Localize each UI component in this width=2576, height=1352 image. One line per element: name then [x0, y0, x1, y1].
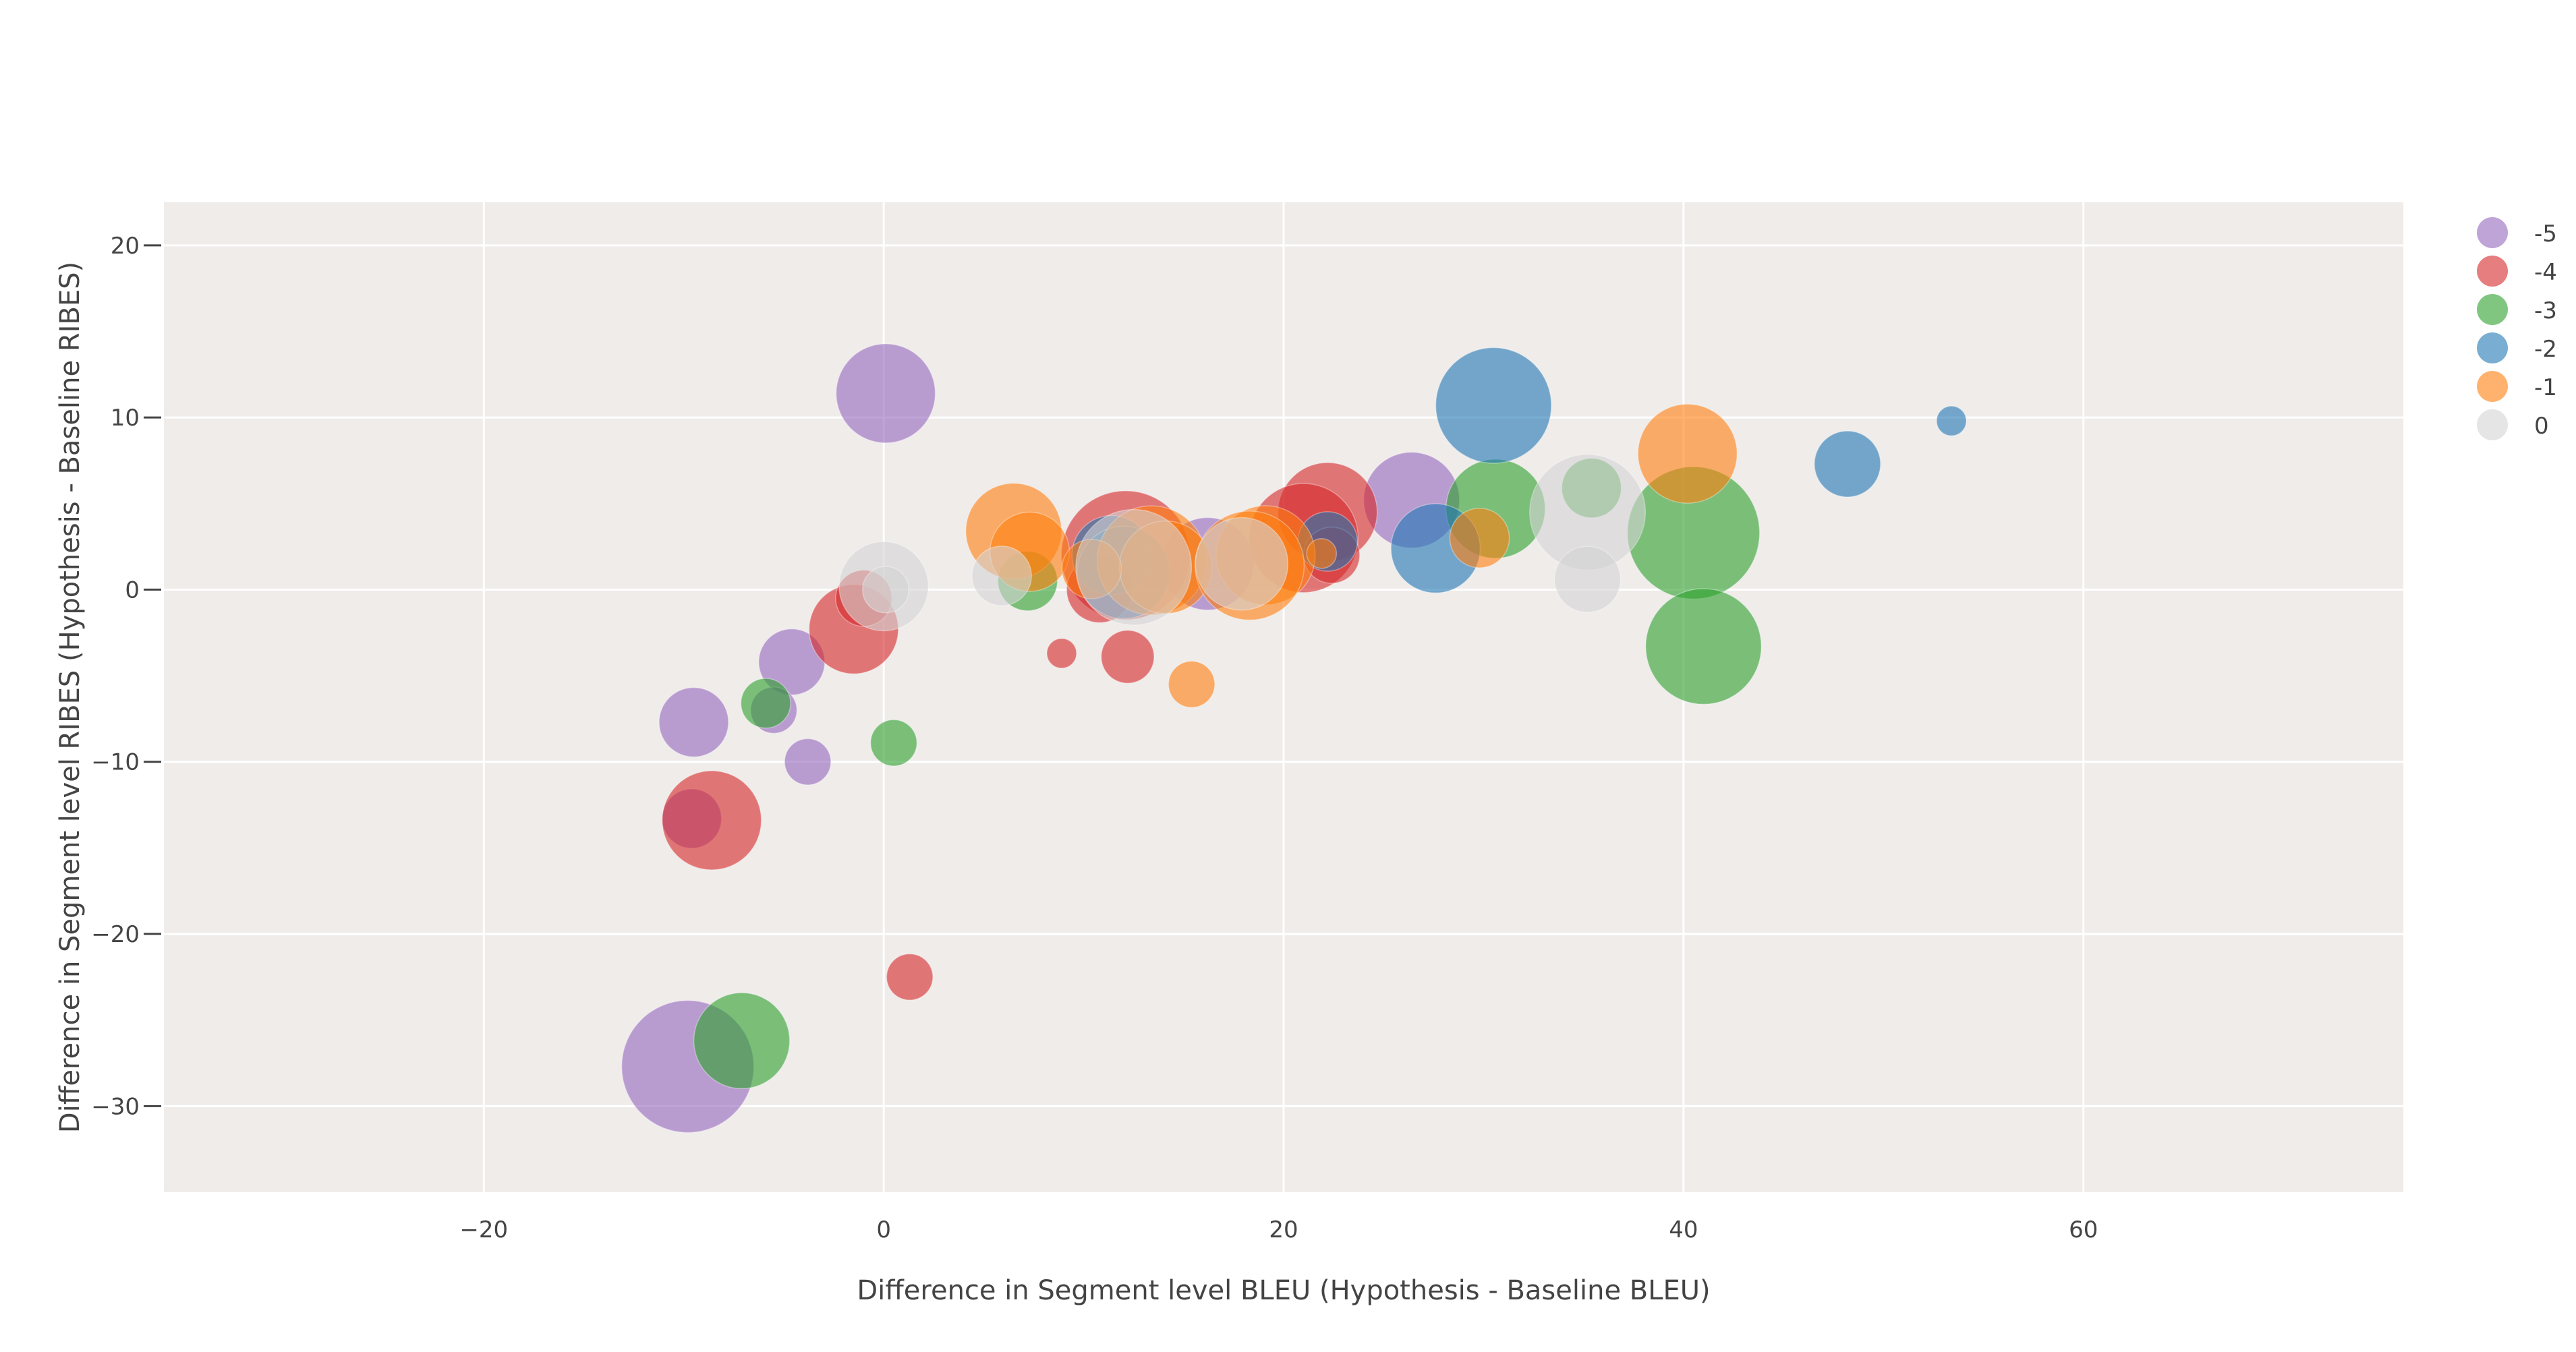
y-tick-label: 20: [111, 233, 140, 260]
y-tick-label: 0: [125, 577, 140, 604]
y-tick-label: −20: [91, 921, 140, 948]
x-tick-label: 40: [1669, 1216, 1698, 1243]
legend-item[interactable]: -1: [2477, 371, 2557, 402]
legend-label: -4: [2534, 259, 2557, 286]
legend-label: -3: [2534, 297, 2557, 324]
bubble-point[interactable]: [971, 546, 1032, 606]
legend-item[interactable]: -3: [2477, 294, 2557, 325]
legend-swatch: [2477, 294, 2508, 325]
y-tick-label: −10: [91, 749, 140, 776]
legend-label: -1: [2534, 374, 2557, 401]
bubble-point[interactable]: [1168, 660, 1215, 708]
bubble-point[interactable]: [661, 770, 762, 871]
legend-swatch: [2477, 371, 2508, 402]
bubble-point[interactable]: [886, 953, 934, 1001]
x-tick-label: 60: [2069, 1216, 2098, 1243]
axis-ticks: −20 0 20 40 60 −30 −20 −10 0 10 20: [91, 233, 2098, 1243]
bubble-point[interactable]: [1645, 588, 1762, 705]
series-0: [838, 454, 1647, 632]
legend-swatch: [2477, 332, 2508, 363]
legend-label: -2: [2534, 336, 2557, 363]
legend: -5 -4 -3 -2 -1 0: [2477, 217, 2557, 440]
legend-item[interactable]: -2: [2477, 332, 2557, 363]
bubble-point[interactable]: [784, 738, 832, 786]
bubble-point[interactable]: [1046, 638, 1077, 669]
x-tick-label: 20: [1269, 1216, 1298, 1243]
bubble-point[interactable]: [1637, 403, 1738, 504]
legend-label: 0: [2534, 413, 2549, 440]
legend-item[interactable]: 0: [2477, 409, 2549, 440]
x-tick-label: −20: [459, 1216, 508, 1243]
legend-label: -5: [2534, 221, 2557, 247]
legend-item[interactable]: -5: [2477, 217, 2557, 248]
bubble-point[interactable]: [693, 992, 791, 1090]
legend-swatch: [2477, 409, 2508, 440]
legend-swatch: [2477, 217, 2508, 248]
gridlines: [164, 202, 2403, 1192]
y-tick-label: −30: [91, 1093, 140, 1120]
bubble-point[interactable]: [835, 343, 936, 444]
y-tick-label: 10: [111, 405, 140, 432]
bubble-point[interactable]: [1306, 538, 1338, 569]
bubble-point[interactable]: [1195, 517, 1289, 611]
bubble-point[interactable]: [1553, 546, 1622, 613]
bubble-point[interactable]: [862, 566, 910, 614]
bubbles: [621, 343, 1967, 1134]
bubble-point[interactable]: [1100, 630, 1155, 684]
bubble-point[interactable]: [1936, 405, 1967, 437]
bubble-point[interactable]: [1075, 508, 1193, 626]
bubble-point[interactable]: [1449, 507, 1510, 568]
x-axis-title: Difference in Segment level BLEU (Hypoth…: [857, 1275, 1710, 1306]
bubble-point[interactable]: [1814, 430, 1881, 498]
y-axis-title: Difference in Segment level RIBES (Hypot…: [55, 262, 86, 1133]
legend-item[interactable]: -4: [2477, 256, 2557, 287]
bubble-point[interactable]: [658, 686, 729, 758]
bubble-point[interactable]: [740, 678, 791, 729]
bubble-point[interactable]: [869, 719, 918, 767]
x-tick-label: 0: [876, 1216, 891, 1243]
legend-swatch: [2477, 256, 2508, 287]
bubble-point[interactable]: [1435, 347, 1552, 464]
